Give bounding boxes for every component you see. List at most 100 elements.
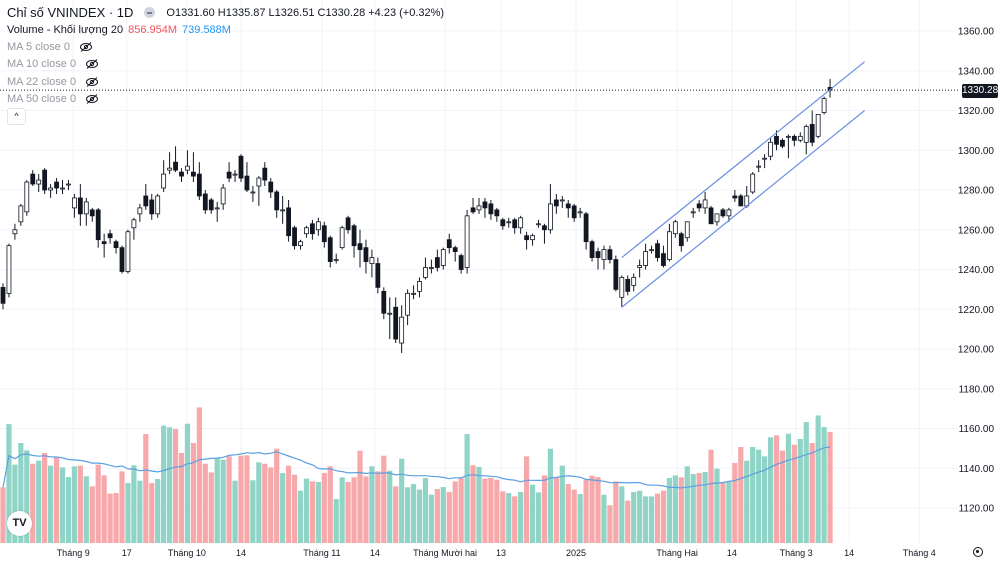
candle-body — [577, 211, 583, 214]
candle-body — [304, 227, 309, 235]
volume-bar — [720, 483, 726, 543]
volume-bar — [333, 498, 339, 543]
candle-body — [36, 179, 42, 185]
volume-bar — [113, 493, 119, 543]
volume-bar — [291, 474, 298, 543]
price-tick-label: 1160.00 — [959, 424, 995, 435]
time-tick-label: Tháng 3 — [780, 548, 813, 558]
trend-channel-lower-line[interactable] — [621, 110, 865, 308]
ma-legend-row[interactable]: MA 22 close 0 — [7, 76, 99, 88]
time-tick-label: Tháng 11 — [303, 548, 340, 558]
candle-body — [500, 219, 506, 227]
eye-slash-icon[interactable] — [79, 42, 93, 52]
volume-bar — [750, 447, 756, 543]
volume-legend[interactable]: Volume - Khối lượng 20 856.954M 739.588M — [7, 24, 231, 36]
candle-body — [672, 221, 678, 235]
volume-bar — [702, 472, 708, 543]
candle-body — [405, 292, 411, 316]
volume-bar — [363, 476, 369, 543]
volume-bar — [565, 484, 571, 543]
volume-bar — [184, 423, 191, 543]
ma-legend-row[interactable]: MA 50 close 0 — [7, 93, 99, 105]
candle-body — [12, 229, 18, 235]
volume-bar — [732, 462, 738, 543]
candle-body — [530, 235, 535, 241]
volume-bar — [756, 449, 762, 543]
volume-bar — [30, 463, 36, 543]
volume-bar — [738, 447, 744, 543]
time-tick-label: Tháng Hai — [656, 548, 698, 558]
candle-body — [643, 251, 648, 266]
candle-body — [494, 209, 500, 217]
volume-bar — [202, 463, 208, 543]
settings-icon[interactable] — [973, 547, 983, 557]
candle-body — [345, 217, 351, 231]
candle-body — [774, 135, 779, 145]
time-tick-label: 13 — [496, 548, 506, 558]
candle-body — [351, 225, 357, 247]
time-tick-label: Tháng 10 — [168, 548, 206, 558]
volume-bar — [714, 468, 720, 543]
volume-bar — [149, 483, 155, 543]
volume-bar — [452, 481, 458, 543]
volume-bar — [809, 443, 815, 543]
volume-bar — [791, 444, 797, 543]
eye-slash-icon[interactable] — [85, 76, 99, 87]
eye-slash-icon[interactable] — [85, 94, 99, 104]
volume-bar — [821, 427, 827, 543]
candle-body — [309, 223, 315, 235]
candle-body — [387, 312, 393, 315]
candle-body — [768, 141, 773, 157]
price-tick-label: 1220.00 — [958, 305, 995, 316]
tradingview-logo[interactable]: TV — [7, 511, 32, 536]
candle-body — [637, 265, 643, 268]
volume-bar — [381, 455, 387, 543]
candle-body — [24, 181, 30, 213]
candle-body — [815, 114, 821, 137]
volume-bar — [315, 481, 321, 543]
candle-body — [327, 237, 333, 262]
eye-slash-icon[interactable] — [85, 59, 99, 70]
volume-bar — [0, 487, 6, 543]
volume-ma-line — [2, 446, 831, 489]
volume-bar — [678, 477, 684, 543]
candle-body — [536, 223, 541, 226]
trend-channel-upper-line[interactable] — [621, 61, 865, 259]
volume-bar — [488, 477, 494, 543]
ma-legend-label: MA 22 close 0 — [7, 75, 77, 88]
candle-body — [714, 213, 720, 223]
volume-bar — [297, 490, 304, 543]
candle-body — [559, 199, 565, 202]
collapse-legend-button[interactable]: ^ — [7, 108, 26, 125]
ma-legend-row[interactable]: MA 5 close 0 — [7, 41, 93, 53]
candle-body — [786, 135, 791, 138]
candle-body — [613, 259, 619, 290]
symbol-title[interactable]: Chỉ số VNINDEX · 1D — [7, 5, 134, 20]
time-tick-label: 14 — [727, 548, 737, 558]
volume-bar — [494, 479, 500, 543]
time-tick-label: Tháng 4 — [903, 548, 936, 558]
volume-bar — [500, 491, 506, 543]
volume-bar — [339, 477, 345, 543]
volume-bar — [631, 491, 637, 543]
volume-bar — [518, 491, 524, 543]
candle-body — [202, 193, 208, 211]
candle-body — [690, 211, 696, 214]
volume-bar — [172, 429, 179, 543]
candle-body — [179, 171, 184, 177]
volume-bar — [214, 458, 220, 543]
candle-body — [583, 213, 589, 243]
volume-bar — [601, 494, 607, 543]
volume-bar — [83, 476, 89, 543]
candle-body — [77, 197, 83, 215]
candle-body — [363, 247, 369, 262]
candle-body — [417, 281, 422, 292]
candle-body — [226, 171, 232, 179]
volume-bar — [107, 493, 113, 543]
candle-body — [83, 201, 89, 215]
ma-legend-row[interactable]: MA 10 close 0 — [7, 58, 99, 70]
candle-body — [208, 199, 214, 211]
candle-body — [762, 157, 767, 160]
candle-body — [72, 197, 77, 209]
